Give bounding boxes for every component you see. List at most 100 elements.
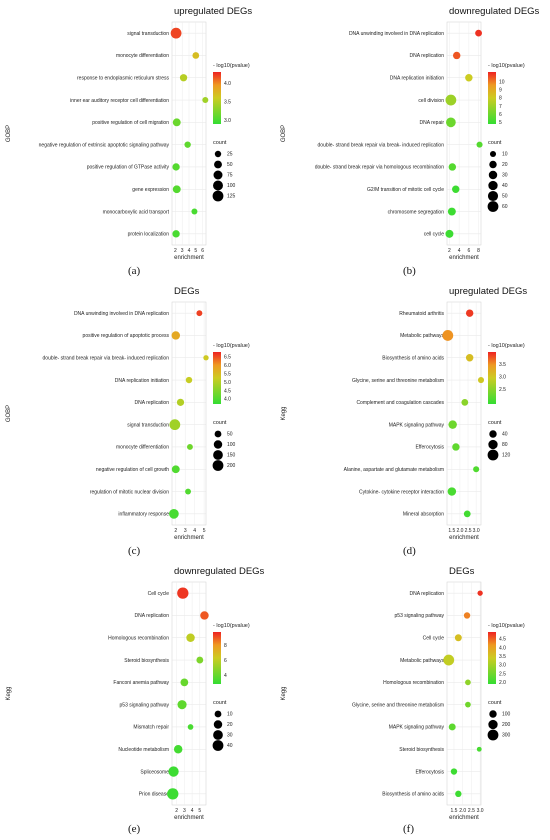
size-legend-dot [487,729,499,741]
size-legend-dot [213,720,223,729]
chart-title: DEGs [449,566,475,577]
chart-svg: upregulated DEGs signal transduction monoc… [6,6,252,261]
data-point [476,746,482,752]
data-point [172,185,181,194]
x-tick-label: 4 [458,248,461,254]
size-legend-dot [213,730,223,740]
category-label: Nucleotide metabolism [118,747,169,753]
size-legend-label: 40 [227,743,233,749]
size-legend-dot [488,439,498,450]
size-legend-dot [214,150,222,158]
category-label: cell cycle [424,232,445,238]
size-legend-label: 120 [502,453,511,459]
plot-frame [171,581,207,806]
size-legend-dot [213,180,223,191]
category-label: Homologous recombination [383,680,444,686]
category-label: double- strand break repair via break- i… [318,142,445,148]
category-label: inflammatory response [118,512,169,518]
chart-title: upregulated DEGs [174,6,252,17]
category-label: p53 signaling pathway [395,613,445,619]
panel-label-f: (f) [403,823,414,835]
data-point [167,788,179,800]
size-legend-label: 40 [502,183,508,189]
y-axis-title: Kegg [281,406,287,420]
size-legend-title: count [488,700,502,706]
category-label: DNA replication initiation [115,378,169,384]
x-tick-label: 4 [188,248,191,254]
x-tick-label: 2 [174,528,177,534]
x-axis-title: enrichment [449,535,479,541]
data-point [465,354,474,362]
category-label: DNA unwinding involved in DNA replicatio… [349,31,444,37]
color-legend-tick: 3.5 [499,362,506,368]
color-legend-title: - log10(pvalue) [488,63,525,69]
size-legend-dot [489,710,497,718]
data-point [187,724,194,730]
color-legend-tick: 6 [224,658,227,664]
panel-label-d: (d) [403,545,416,557]
x-tick-label: 3 [183,808,186,814]
x-tick-label: 5 [203,528,206,534]
size-legend-title: count [213,420,227,426]
data-point [172,163,180,171]
data-point [169,419,181,431]
color-legend-tick: 5 [499,120,502,126]
color-legend-title: - log10(pvalue) [488,623,525,629]
x-tick-label: 4 [191,808,194,814]
size-legend-label: 50 [502,194,508,200]
size-legend-label: 75 [227,173,233,179]
category-label: monocyte differentiation [116,53,169,59]
y-axis-title: Kegg [281,686,287,700]
chart-svg: DEGs DNA replication p53 signaling pathway… [281,566,525,821]
data-point [445,94,457,106]
data-point [448,163,457,171]
x-tick-label: 2.5 [465,528,472,534]
category-label: double- strand break repair via homologo… [315,165,444,171]
color-legend-tick: 6.0 [224,363,231,369]
chart-svg: downregulated DEGs Cell cycle DNA replicat… [6,566,265,821]
x-tick-label: 1.5 [448,528,455,534]
category-label: monocarboxylic acid transport [103,209,170,215]
color-legend-tick: 3.0 [224,118,231,124]
category-label: response to endoplasmic reticulum stress [77,75,169,81]
data-point [452,185,460,193]
size-legend-label: 40 [502,432,508,438]
category-label: Fanconi anemia pathway [113,680,169,686]
size-legend-dot [489,430,497,438]
category-label: Glycine, serine and threonine metabolism [352,702,444,708]
category-label: DNA replication [410,53,445,59]
color-legend-title: - log10(pvalue) [488,343,525,349]
category-label: DNA repair [420,120,445,126]
x-tick-label: 3.0 [473,528,480,534]
size-legend-dot [489,150,497,158]
size-legend-dot [488,719,498,730]
data-point [172,230,180,238]
size-legend-label: 60 [502,204,508,210]
data-point [192,52,200,59]
data-point [185,376,193,384]
size-legend-dot [213,170,223,180]
category-label: Cell cycle [148,591,170,597]
size-legend-dot [487,190,499,202]
data-point [171,465,180,474]
x-tick-label: 5 [194,248,197,254]
category-label: monocyte differentiation [116,445,169,451]
data-point [196,310,203,317]
data-point [202,97,209,104]
data-point [465,309,474,317]
data-point [179,74,188,82]
color-legend-tick: 4 [224,673,227,679]
size-legend-label: 25 [227,152,233,158]
category-label: Complement and coagulation cascades [356,400,444,406]
color-legend-bar [488,632,496,684]
size-legend-label: 125 [227,194,236,200]
panel-label-b: (b) [403,265,416,277]
data-point [186,633,195,642]
data-point [186,444,193,450]
color-legend-title: - log10(pvalue) [213,623,250,629]
panel-d: upregulated DEGs Rheumatoid arthritis Meta… [275,280,550,560]
color-legend-tick: 6.5 [224,355,231,361]
plot-frame [446,581,482,806]
color-legend-bar [213,632,221,684]
data-point [176,398,185,406]
